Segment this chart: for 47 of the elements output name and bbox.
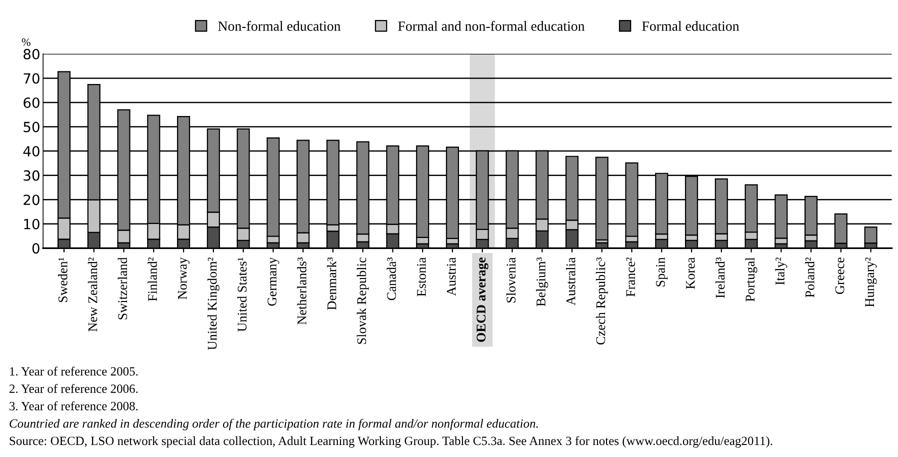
x-tick-label: Germany (268, 257, 280, 306)
x-tick-label: OECD average (476, 258, 488, 342)
x-tick-label: Belgium³ (536, 257, 548, 306)
x-tick-label: Slovenia (506, 257, 516, 302)
y-tick-label: 70 (24, 73, 40, 84)
x-tick-label: Korea (686, 257, 695, 290)
x-tick-label: New Zealand² (88, 257, 98, 332)
x-tick-label: United States¹ (237, 258, 247, 332)
x-tick-label: Ireland³ (715, 257, 725, 298)
source-note: Source: OECD, LSO network special data collection, Adult Learning Working Group. Table C5.3a. See Annex 3 for notes (www.oecd.org/edu/eag2011). (10, 436, 772, 448)
legend-label: Formal and non-formal education (398, 20, 585, 31)
x-tick-label: Canada³ (386, 257, 396, 300)
y-tick-label: 80 (24, 48, 40, 60)
legend-label: Non-formal education (218, 20, 341, 31)
x-tick-label: Greece (835, 258, 844, 294)
x-tick-label: Poland² (805, 257, 814, 298)
x-tick-label: Sweden¹ (58, 258, 68, 302)
x-tick-label: Norway (178, 257, 190, 300)
legend-label: Formal education (642, 21, 740, 31)
x-tick-label: Australia (566, 257, 576, 306)
x-tick-label: Finland² (148, 257, 157, 302)
x-tick-label: Denmark³ (326, 257, 336, 310)
x-tick-label: France² (626, 257, 636, 297)
x-tick-label: Spain (656, 257, 668, 286)
text: 1. Year of reference 2005. (10, 366, 138, 376)
text: 2. Year of reference 2006. (10, 384, 138, 394)
y-tick-label: 20 (24, 194, 40, 206)
y-tick-label: 30 (24, 170, 40, 181)
x-tick-label: Hungary² (865, 257, 877, 307)
x-tick-label: Switzerland (118, 257, 128, 320)
y-tick-label: 10 (24, 218, 40, 230)
y-tick-label: 60 (24, 97, 40, 108)
x-tick-label: Netherlands³ (297, 257, 306, 325)
y-tick-label: 0 (32, 243, 40, 254)
text: Countried are ranked in descending order of the participation rate in formal and/or nonformal education. (10, 418, 538, 430)
x-tick-label: United Kingdom² (207, 257, 220, 350)
text: 3. Year of reference 2008. (10, 401, 138, 410)
y-tick-label: 50 (24, 122, 40, 132)
x-tick-label: Portugal (745, 257, 758, 302)
x-tick-label: Austria (446, 257, 456, 296)
y-axis-title: % (22, 38, 30, 46)
x-tick-label: Slovak Republic (356, 258, 369, 344)
x-tick-label: Czech Republic³ (596, 257, 608, 344)
x-tick-label: Italy² (775, 257, 788, 285)
y-tick-label: 40 (23, 146, 40, 157)
bar (864, 226, 878, 244)
x-tick-label: Estonia (417, 257, 426, 296)
